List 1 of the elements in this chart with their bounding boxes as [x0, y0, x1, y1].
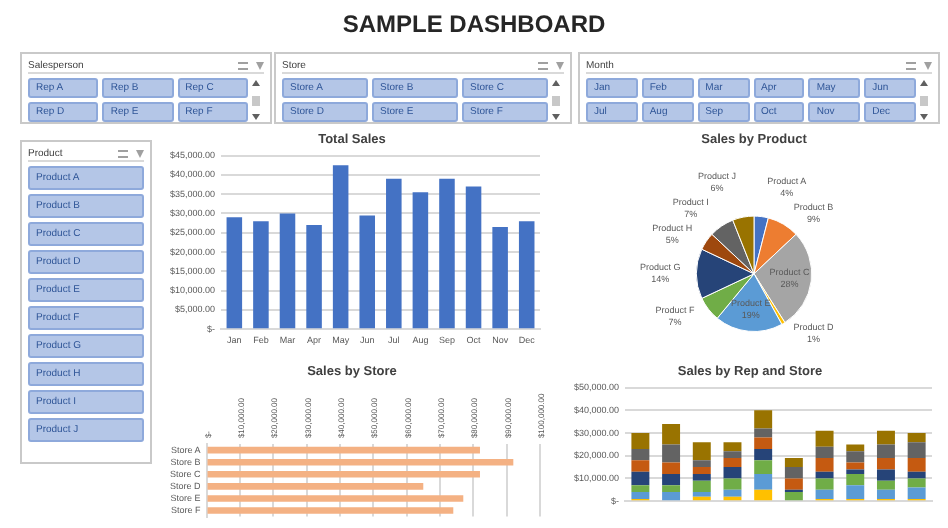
text: SAMPLE DASHBOARD [342, 10, 606, 38]
